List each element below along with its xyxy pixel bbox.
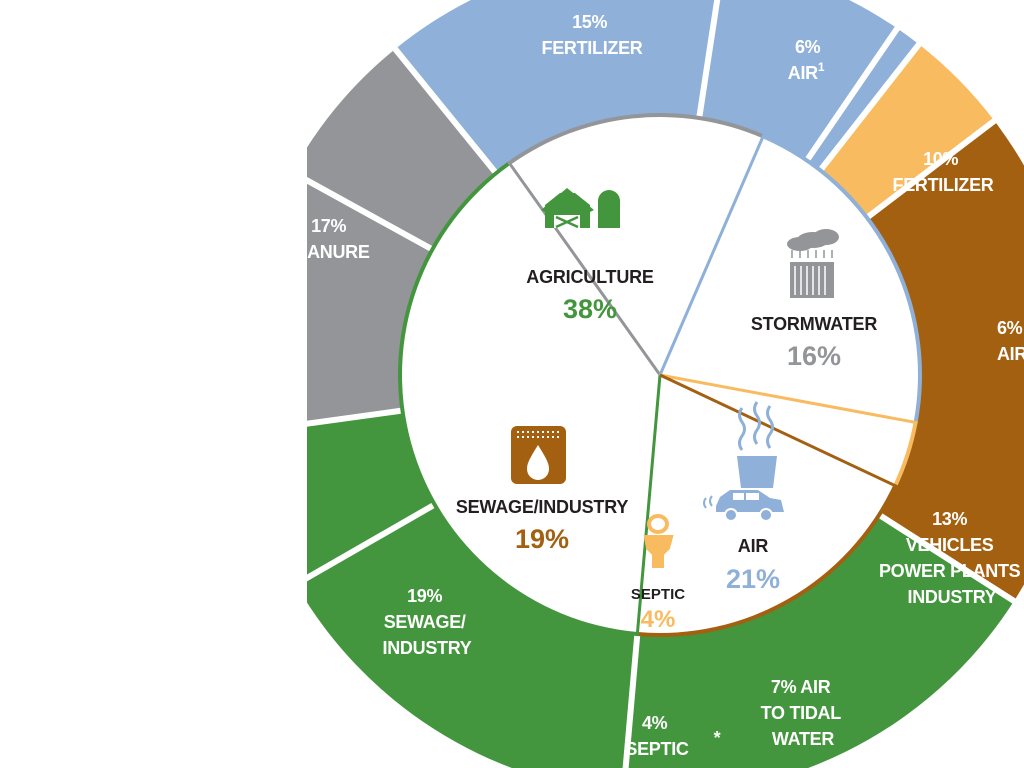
inner-pct-septic: 4% [641,606,676,633]
inner-label-stormwater: STORMWATER [751,314,878,334]
outer-label-stormwater-fertilizer-10: 10% FERTILIZER [893,149,994,195]
inner-divider-agriculture [635,374,662,637]
outer-separator-8 [862,112,1005,222]
inner-wedge-agriculture [402,164,660,633]
outer-label-vehicles-13: 13% VEHICLES POWER PLANTS INDUSTRY [879,509,1024,607]
inner-divider-air [658,133,766,376]
outer-separator-3 [282,164,437,254]
stormwater-drain-icon [787,229,839,298]
inner-labels: AGRICULTURE 38% STORMWATER 16% AIR 21% S… [456,267,878,633]
outer-separator-0 [622,630,641,768]
inner-divider-sewage-industry [659,373,898,488]
inner-wedge-septic [660,375,914,485]
crop-blank-area [0,0,307,768]
inner-pct-air: 21% [726,564,780,594]
inner-divider-septic [659,373,918,425]
inner-label-sewage-industry: SEWAGE/INDUSTRY [456,497,629,517]
toilet-icon [643,514,674,568]
inner-label-septic: SEPTIC [631,586,685,603]
outer-label-stormwater-air-6: 6% AIR [997,318,1024,364]
inner-wedge-air [660,138,918,423]
inner-divider-stormwater [506,160,662,376]
outer-separator-5 [695,0,721,122]
outer-ring-separators [233,0,1024,768]
outer-label-manure-17: 17% MANURE [292,216,369,262]
outer-label-sewage-industry-19: 19% SEWAGE/ INDUSTRY [383,586,472,658]
inner-wedge-stormwater [510,117,763,375]
inner-ring-dividers [506,133,918,637]
outer-separator-6 [802,18,906,165]
inner-pct-sewage-industry: 19% [515,524,569,554]
outer-label-air-to-tidal-water-7: 7% AIR TO TIDAL WATER [761,677,846,749]
outer-label-fertilizer-15: 15% FERTILIZER [542,12,643,58]
factory-car-icon [703,401,784,522]
outer-label-air-6: 6% AIR1 [788,37,825,83]
inner-pct-stormwater: 16% [787,341,841,371]
outer-label-septic-4: 4% SEPTIC [625,713,689,759]
outer-label-asterisk: * [714,728,721,748]
outer-labels: 15% FERTILIZER 6% AIR1 10% FERTILIZER 6%… [292,12,1024,759]
outer-separator-4 [386,39,501,178]
outer-separator-7 [816,34,928,175]
outer-separator-9 [875,510,1024,609]
barn-silo-icon [541,188,620,229]
inner-label-agriculture: AGRICULTURE [526,267,654,287]
inner-pct-agriculture: 38% [563,294,617,324]
oil-tank-drop-icon [511,426,566,484]
outer-separator-1 [285,500,439,592]
inner-label-air: AIR [738,536,769,556]
